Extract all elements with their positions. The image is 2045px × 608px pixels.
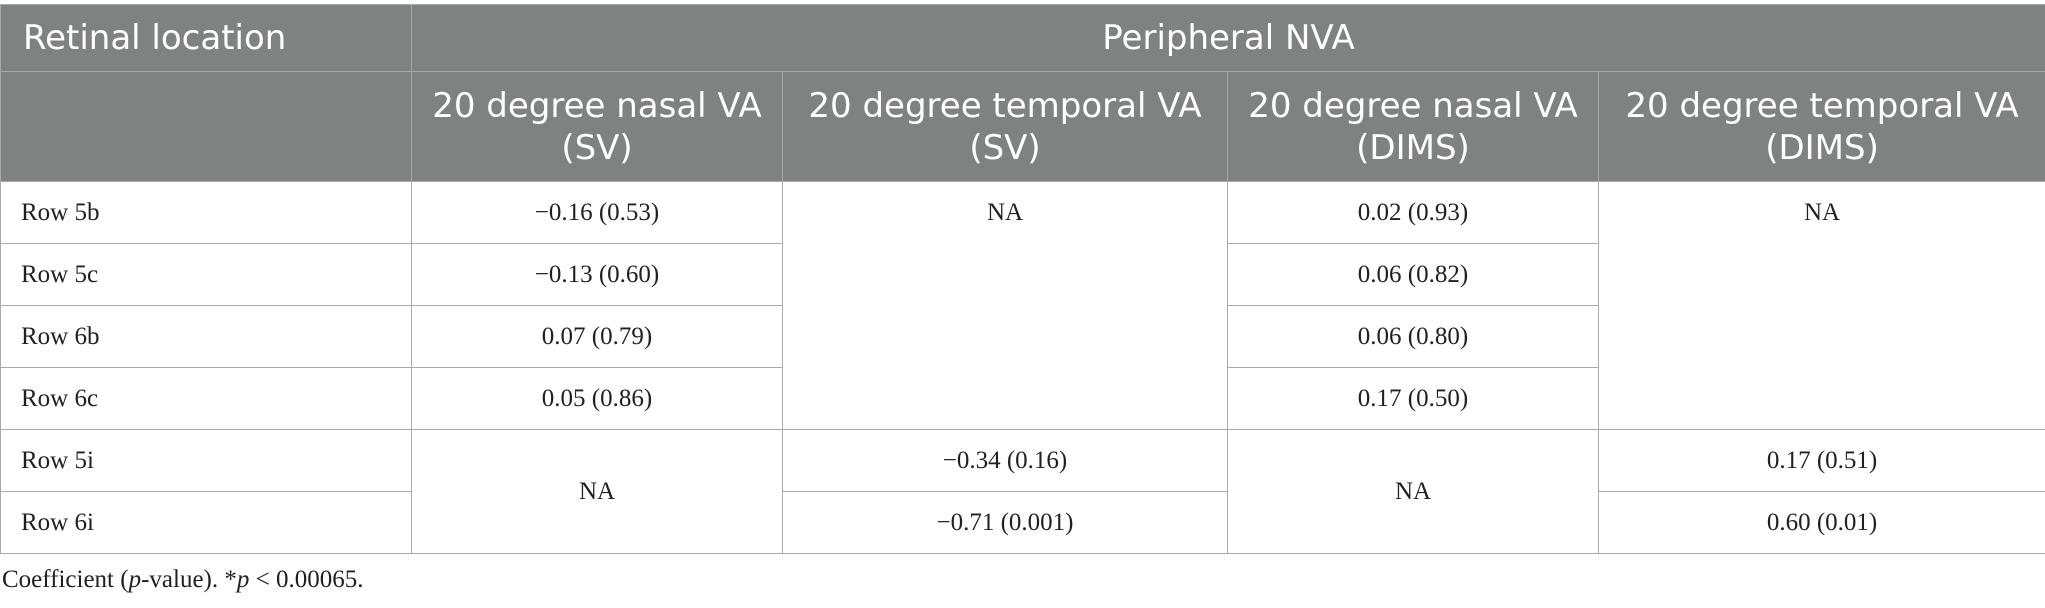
header-nasal-sv: 20 degree nasal VA (SV) — [411, 71, 783, 182]
header-retinal-location: Retinal location — [0, 4, 412, 72]
header-peripheral-nva: Peripheral NVA — [410, 4, 2045, 72]
header-row-2: 20 degree nasal VA (SV) 20 degree tempora… — [0, 71, 2045, 182]
table-row: Row 6c 0.05 (0.86) 0.17 (0.50) — [0, 367, 2045, 430]
table-row: Row 6b 0.07 (0.79) 0.06 (0.80) — [0, 305, 2045, 368]
cell-na-nasal-sv: NA — [411, 429, 783, 554]
header-row-1: Retinal location Peripheral NVA — [0, 4, 2045, 72]
cell-temporal-dims: 0.60 (0.01) — [1597, 491, 2045, 554]
table-row: Row 5b −0.16 (0.53) NA 0.02 (0.93) NA — [0, 181, 2045, 430]
header-temporal-dims: 20 degree temporal VA (DIMS) — [1597, 71, 2045, 182]
row-label: Row 5i — [0, 429, 412, 492]
cell-nasal-dims: 0.06 (0.82) — [1227, 243, 1599, 306]
cell-temporal-sv: −0.71 (0.001) — [782, 491, 1228, 554]
cell-nasal-sv: 0.07 (0.79) — [411, 305, 783, 368]
row-label: Row 5c — [0, 243, 412, 306]
row-label: Row 6b — [0, 305, 412, 368]
cell-nasal-sv: −0.13 (0.60) — [411, 243, 783, 306]
table-row: Row 6i −0.71 (0.001) 0.60 (0.01) — [0, 491, 2045, 554]
cell-na-nasal-dims: NA — [1227, 429, 1599, 554]
table-row: Row 5c −0.13 (0.60) 0.06 (0.82) — [0, 243, 2045, 306]
cell-na-temporal-sv: NA — [782, 181, 1228, 430]
header-nasal-dims: 20 degree nasal VA (DIMS) — [1227, 71, 1599, 182]
row-label: Row 6c — [0, 367, 412, 430]
header-empty-cell — [0, 71, 412, 182]
cell-temporal-sv: −0.34 (0.16) — [782, 429, 1228, 492]
row-label: Row 5b — [0, 181, 412, 244]
table-footnote: Coefficient (p-value). *p < 0.00065. — [2, 566, 364, 593]
results-table: Retinal location Peripheral NVA 20 degre… — [0, 4, 2045, 554]
cell-nasal-dims: 0.02 (0.93) — [1227, 181, 1599, 244]
table-row: Row 5i NA −0.34 (0.16) NA 0.17 (0.51) — [0, 429, 2045, 554]
cell-nasal-sv: 0.05 (0.86) — [411, 367, 783, 430]
cell-na-temporal-dims: NA — [1597, 181, 2045, 430]
cell-nasal-dims: 0.17 (0.50) — [1227, 367, 1599, 430]
row-label: Row 6i — [0, 491, 412, 554]
cell-temporal-dims: 0.17 (0.51) — [1597, 429, 2045, 492]
cell-nasal-sv: −0.16 (0.53) — [411, 181, 783, 244]
header-temporal-sv: 20 degree temporal VA (SV) — [782, 71, 1228, 182]
cell-nasal-dims: 0.06 (0.80) — [1227, 305, 1599, 368]
